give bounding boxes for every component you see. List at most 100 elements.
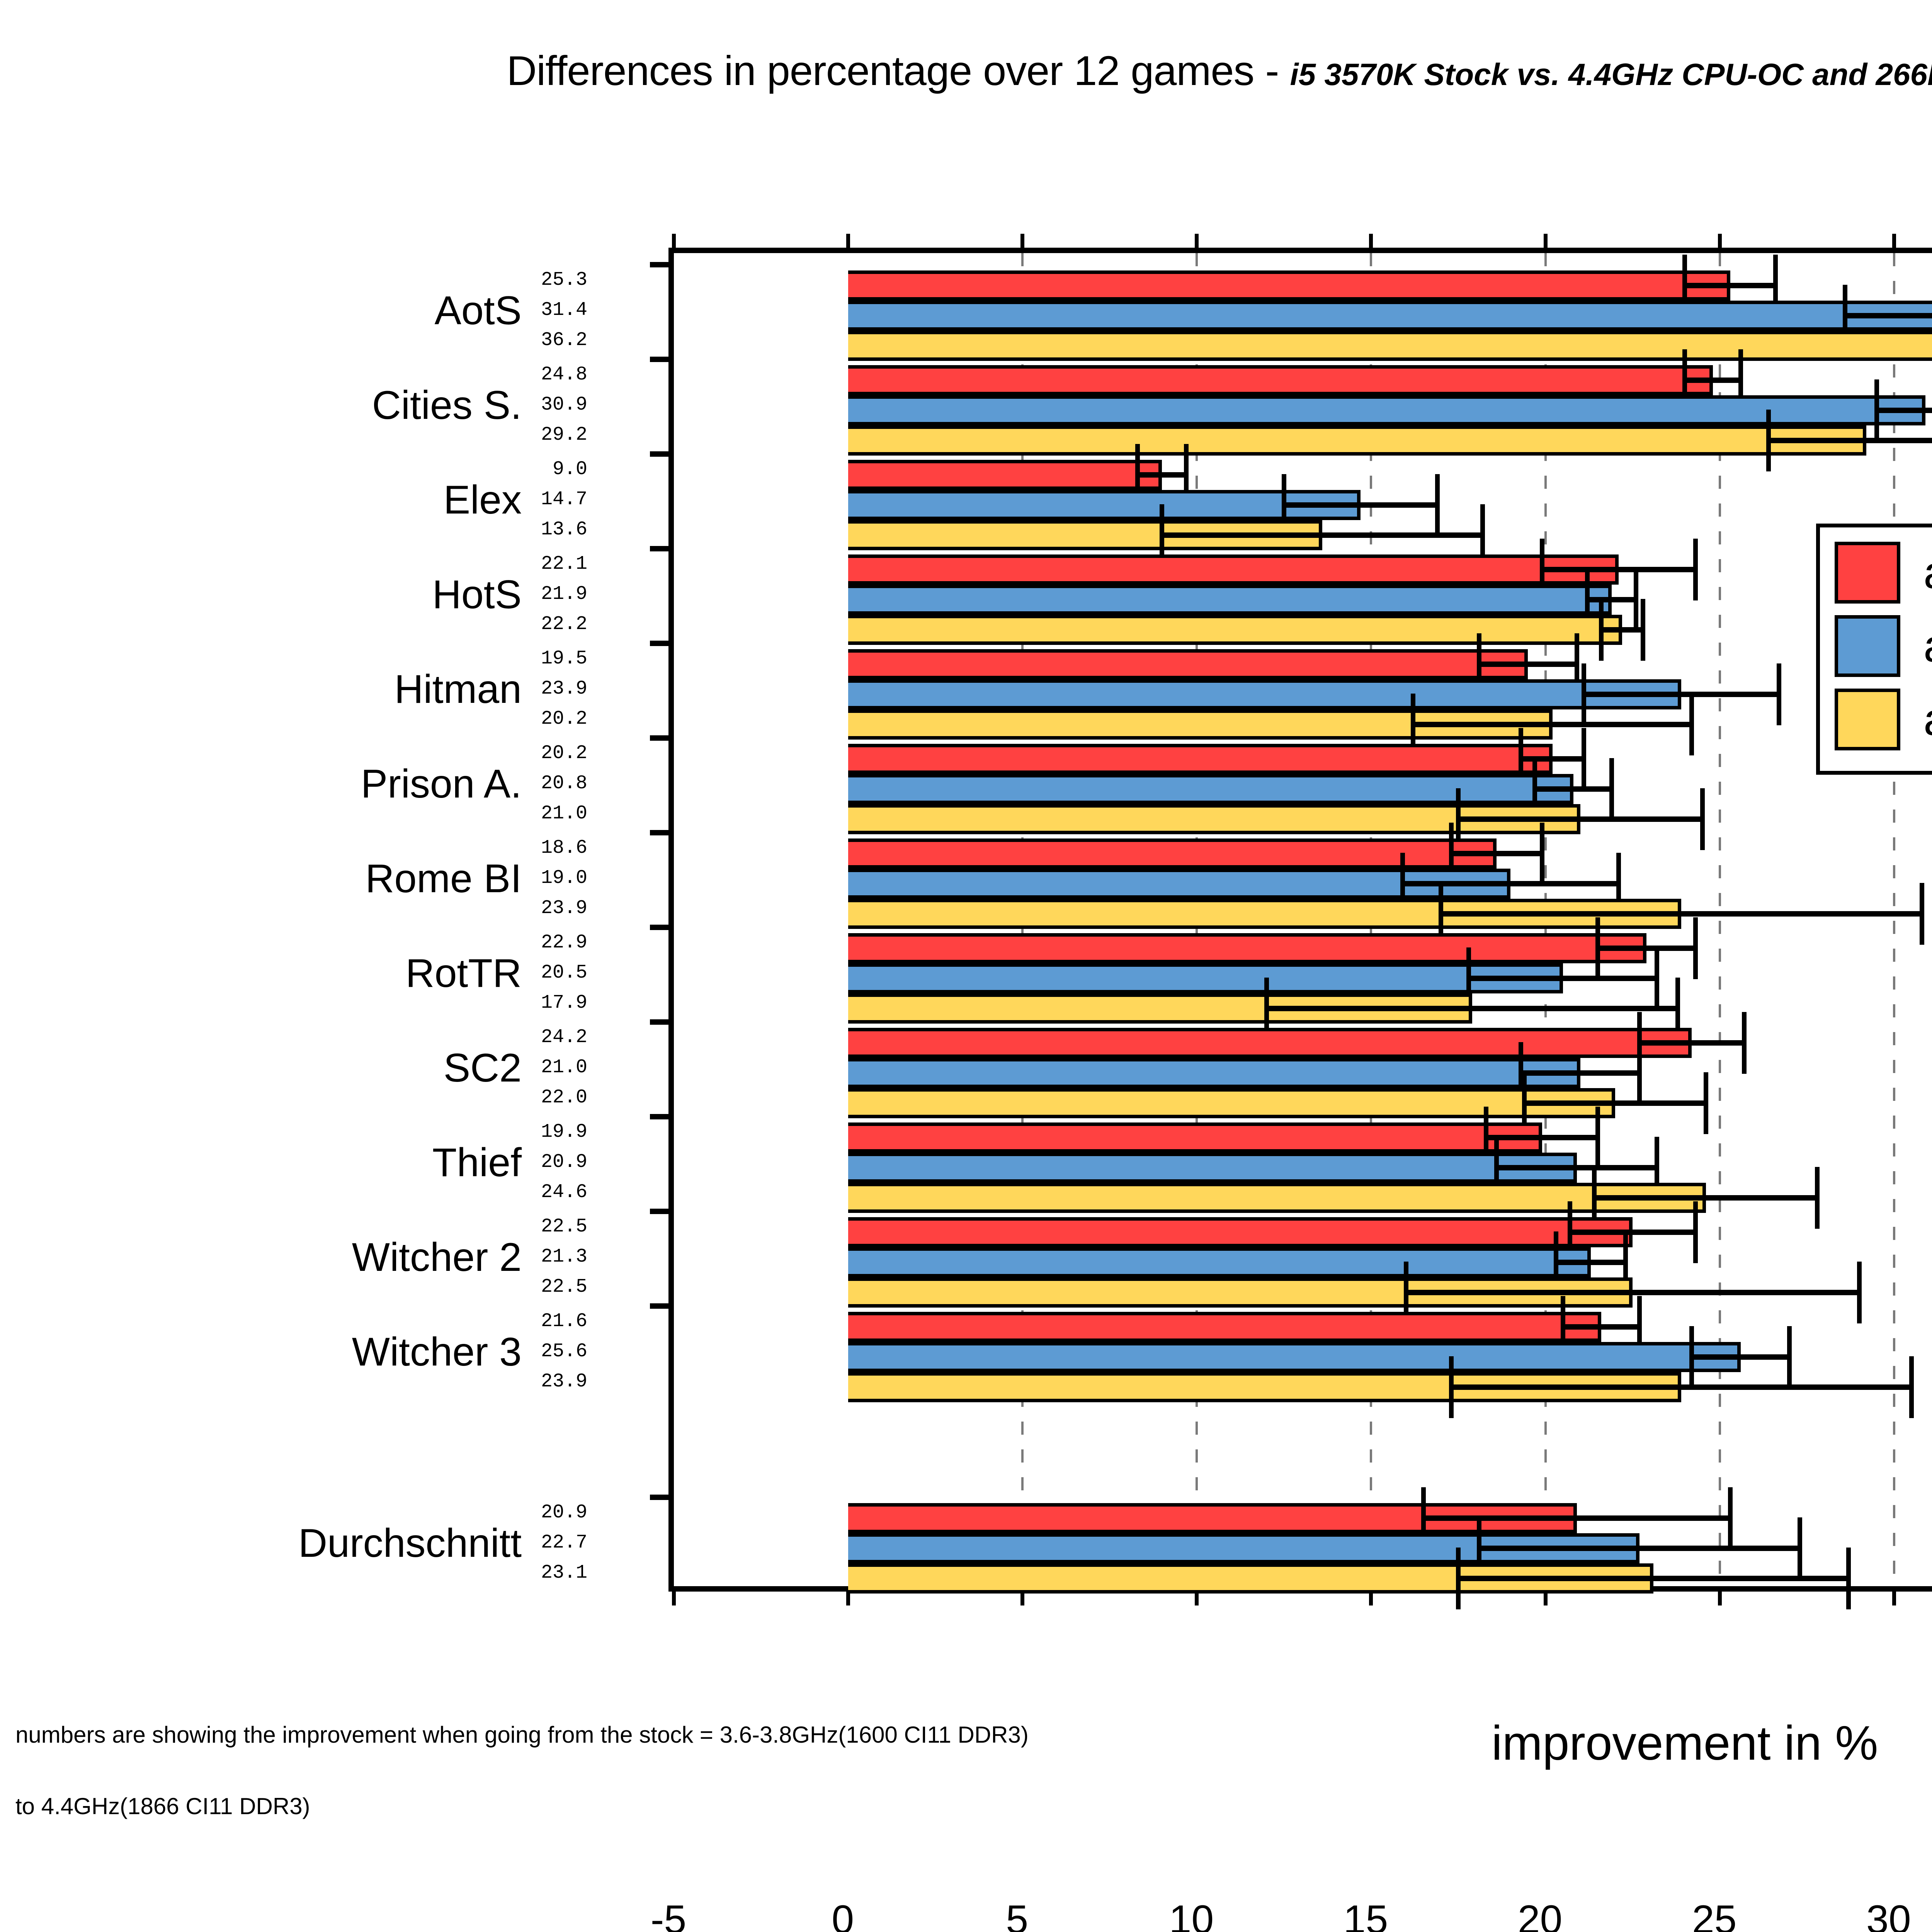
error-bar-line-12-1 (1479, 1546, 1800, 1551)
bar-aots-0 (848, 270, 1730, 301)
error-bar-cap-10-2-hi (1857, 1262, 1862, 1323)
bar-thief-1 (848, 1153, 1577, 1183)
bar-group-4-2 (674, 694, 1932, 755)
bar-citiess-1 (848, 395, 1925, 425)
y-tick-1 (650, 357, 674, 362)
value-label-8-0: 24.2 (541, 1026, 588, 1048)
bar-group-0-0 (674, 255, 1932, 316)
gridline-25 (1718, 253, 1721, 1586)
bar-group-5-2 (674, 788, 1932, 850)
tick-top-25 (1718, 234, 1722, 248)
error-bar-line-6-1 (1402, 881, 1619, 886)
bar-group-6-2 (674, 883, 1932, 945)
error-bar-line-11-0 (1563, 1324, 1640, 1330)
legend-label-avg-01-low: avg 0.1% low (1923, 693, 1932, 746)
category-label-rottr: RotTR (405, 951, 522, 996)
category-label-thief: Thief (432, 1140, 522, 1185)
bar-group-8-2 (674, 1072, 1932, 1134)
error-bar-line-8-1 (1521, 1070, 1640, 1076)
error-bar-cap-10-2-lo (1403, 1262, 1408, 1323)
error-bar-line-7-0 (1597, 946, 1696, 951)
error-bar-line-2-1 (1284, 502, 1437, 508)
value-label-3-1: 21.9 (541, 583, 588, 605)
error-bar-line-0-0 (1685, 283, 1776, 288)
y-tick-10 (650, 1209, 674, 1214)
value-label-group-12: 20.9 22.7 23.1 (541, 1498, 587, 1588)
bar-group-11-2 (674, 1356, 1932, 1418)
value-label-7-1: 20.5 (541, 962, 588, 984)
error-bar-line-5-2 (1458, 816, 1702, 822)
error-bar-cap-5-2-lo (1456, 788, 1461, 850)
tick-bottom-25 (1718, 1592, 1722, 1605)
error-bar-cap-11-1-lo (1689, 1326, 1694, 1388)
value-label-6-1: 19.0 (541, 867, 588, 889)
bar-hitman-1 (848, 679, 1682, 709)
bar-group-2-2 (674, 504, 1932, 566)
tick-top-20 (1543, 234, 1548, 248)
bar-group-1-2 (674, 410, 1932, 471)
legend-swatch-avg-1-low (1835, 615, 1900, 677)
chart-title-main: Differences in percentage over 12 games … (507, 47, 1290, 94)
bar-witcher2-0 (848, 1217, 1633, 1247)
error-bar-cap-9-2-hi (1815, 1167, 1820, 1229)
bar-witcher3-1 (848, 1342, 1741, 1372)
tick-top--5 (672, 234, 676, 248)
value-label-4-2: 20.2 (541, 708, 588, 730)
error-bar-line-7-2 (1266, 1006, 1678, 1011)
bar-witcher3-0 (848, 1312, 1601, 1342)
tick-bottom-15 (1369, 1592, 1373, 1605)
x-tick-label-bottom-15: 15 (1343, 1897, 1388, 1932)
value-label-5-1: 20.8 (541, 772, 588, 794)
error-bar-line-8-0 (1639, 1040, 1744, 1046)
error-bar-line-7-1 (1469, 976, 1657, 981)
error-bar-line-5-0 (1521, 756, 1584, 762)
error-bar-line-10-0 (1570, 1230, 1696, 1235)
error-bar-line-3-2 (1601, 627, 1643, 633)
error-bar-line-9-0 (1486, 1135, 1598, 1140)
tick-top-30 (1892, 234, 1896, 248)
x-tick-label-bottom-20: 20 (1517, 1897, 1563, 1932)
error-bar-cap-6-2-lo (1438, 883, 1443, 945)
value-label-6-2: 23.9 (541, 897, 588, 919)
value-label-group-4: 19.5 23.9 20.2 (541, 644, 587, 734)
error-bar-cap-4-1-lo (1581, 663, 1586, 725)
value-label-12-2: 23.1 (541, 1562, 588, 1584)
category-label-witcher2: Witcher 2 (352, 1235, 522, 1280)
bar-romebi-1 (848, 869, 1511, 899)
legend-item-1: avg 1% low (1835, 609, 1932, 683)
bar-thief-2 (848, 1183, 1706, 1213)
bar-romebi-0 (848, 838, 1497, 869)
value-label-9-1: 20.9 (541, 1151, 588, 1173)
error-bar-line-6-2 (1440, 911, 1922, 917)
bar-group-9-0 (674, 1107, 1932, 1168)
legend-label-avg-1-low: avg 1% low (1923, 620, 1932, 672)
error-bar-cap-1-1-lo (1874, 379, 1879, 441)
category-label-durchschnitt: Durchschnitt (298, 1521, 522, 1566)
error-bar-cap-2-2-lo (1160, 504, 1165, 566)
bar-group-0-2 (674, 331, 1932, 361)
axis-line-top (668, 248, 1932, 253)
value-label-7-0: 22.9 (541, 932, 588, 954)
bar-aots-2 (848, 331, 1932, 361)
value-label-10-0: 22.5 (541, 1216, 588, 1238)
tick-bottom-10 (1195, 1592, 1199, 1605)
bar-group-3-2 (674, 599, 1932, 661)
value-label-1-1: 30.9 (541, 394, 588, 416)
error-bar-line-1-0 (1685, 378, 1741, 383)
bar-elex-0 (848, 460, 1162, 490)
error-bar-cap-12-0-hi (1728, 1487, 1733, 1549)
tick-top-5 (1020, 234, 1025, 248)
error-bar-cap-11-2-hi (1909, 1356, 1914, 1418)
tick-bottom-5 (1020, 1592, 1025, 1605)
y-tick-3 (650, 546, 674, 551)
bar-group-5-0 (674, 728, 1932, 790)
bar-group-6-1 (674, 853, 1932, 915)
bar-witcher2-1 (848, 1247, 1591, 1277)
bar-rottr-2 (848, 993, 1473, 1024)
bar-elex-1 (848, 490, 1361, 520)
chart-title: Differences in percentage over 12 games … (0, 46, 1932, 95)
error-bar-line-10-1 (1556, 1260, 1626, 1265)
error-bar-line-9-2 (1594, 1195, 1818, 1201)
bar-group-8-0 (674, 1012, 1932, 1074)
value-label-10-2: 22.5 (541, 1276, 588, 1298)
